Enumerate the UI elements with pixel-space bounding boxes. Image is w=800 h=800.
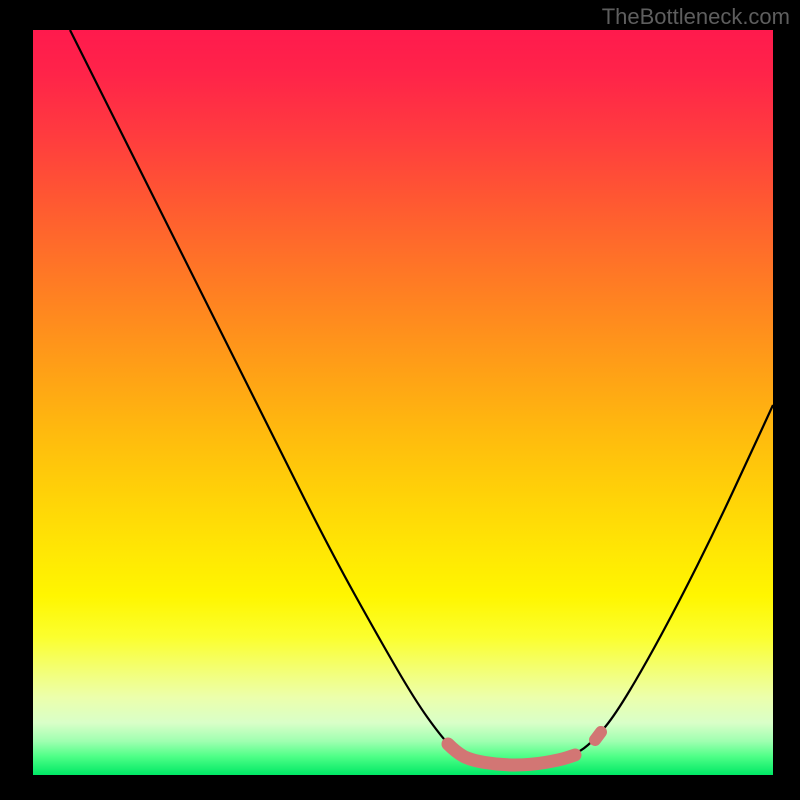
bottleneck-chart <box>0 0 800 800</box>
plot-background <box>33 30 773 775</box>
optimal-range-highlight-2 <box>595 732 601 740</box>
frame-right <box>773 0 800 800</box>
frame-left <box>0 0 33 800</box>
frame-bottom <box>0 775 800 800</box>
watermark-text: TheBottleneck.com <box>602 4 790 30</box>
